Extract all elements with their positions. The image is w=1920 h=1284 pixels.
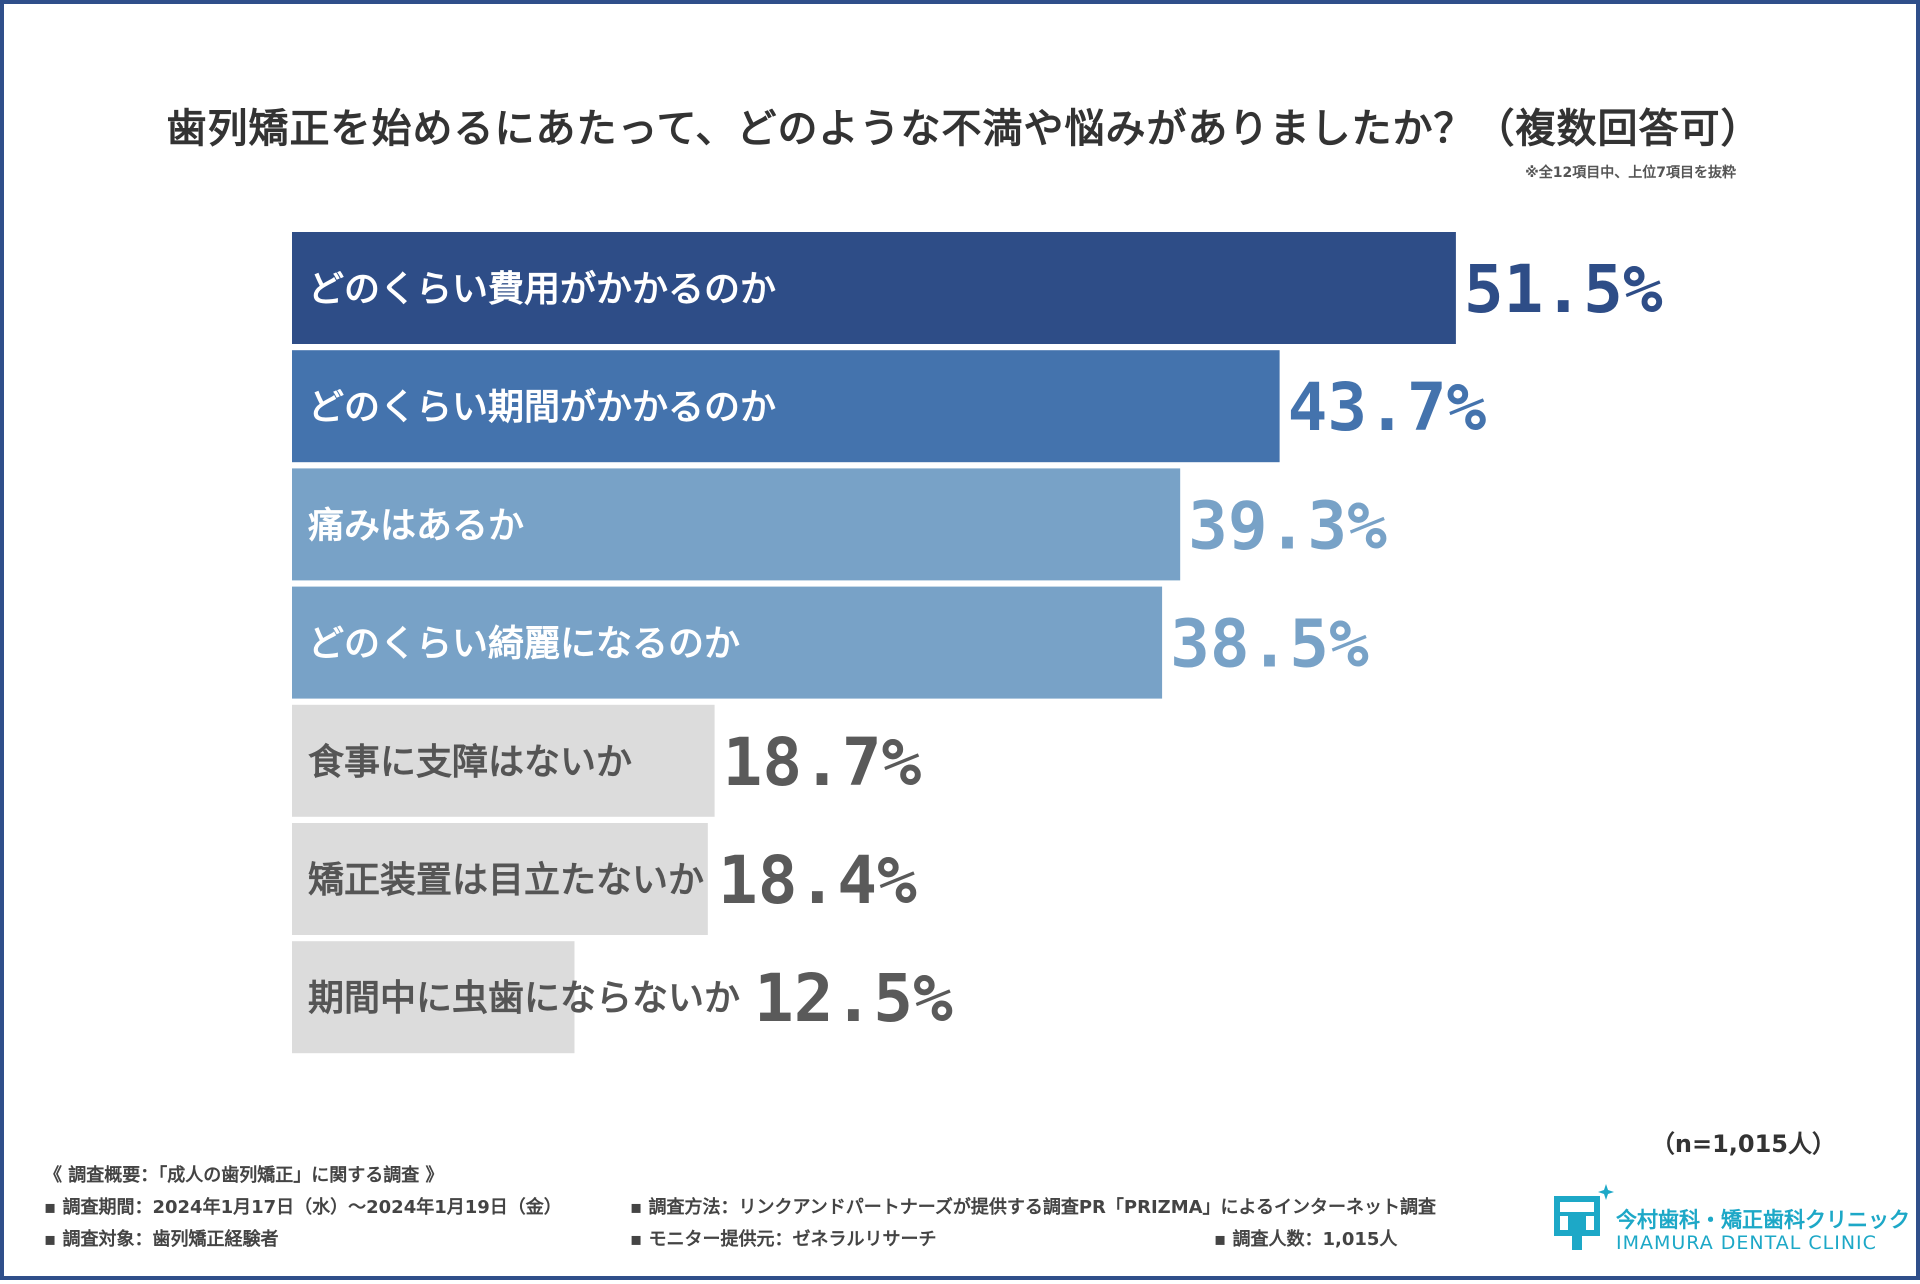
chart-note: ※全12項目中、上位7項目を抜粋 — [1525, 165, 1736, 181]
sample-size-label: （n=1,015人） — [1650, 1130, 1836, 1158]
bar-5 — [292, 704, 715, 817]
clinic-name-en: IMAMURA DENTAL CLINIC — [1616, 1232, 1877, 1254]
category-label-2: どのくらい期間がかかるのか — [308, 387, 776, 428]
value-label-5: 18.7% — [723, 724, 922, 801]
category-label-3: 痛みはあるか — [308, 505, 524, 546]
survey-heading: 《 調査概要：「成人の歯列矯正」に関する調査 》 — [44, 1165, 444, 1186]
survey-target: ▪ 調査対象：歯列矯正経験者 — [44, 1229, 279, 1250]
category-label-6: 矯正装置は目立たないか — [308, 860, 704, 901]
bar-4 — [292, 586, 1163, 699]
value-label-3: 39.3% — [1188, 487, 1387, 564]
bar-chart: どのくらい費用がかかるのか 51.5% どのくらい期間がかかるのか 43.7% 痛みはあ… — [292, 232, 1663, 1054]
tooth-logo-icon — [1554, 1184, 1614, 1250]
bar-7 — [292, 941, 575, 1054]
value-label-1: 51.5% — [1464, 251, 1663, 328]
value-label-7: 12.5% — [754, 960, 953, 1037]
value-label-4: 38.5% — [1170, 606, 1369, 683]
category-label-7: 期間中に虫歯にならないか — [308, 978, 740, 1019]
clinic-name: 今村歯科・矯正歯科クリニック — [1616, 1208, 1910, 1232]
chart-title: 歯列矯正を始めるにあたって、どのような不満や悩みがありましたか？（複数回答可） — [166, 106, 1762, 152]
bar-1 — [292, 232, 1456, 344]
category-label-1: どのくらい費用がかかるのか — [308, 269, 776, 310]
survey-monitor: ▪ モニター提供元：ゼネラルリサーチ — [630, 1229, 937, 1250]
bar-3 — [292, 468, 1181, 581]
category-label-5: 食事に支障はないか — [308, 742, 632, 783]
clinic-logo: 今村歯科・矯正歯科クリニック IMAMURA DENTAL CLINIC — [1552, 1174, 1910, 1264]
category-label-4: どのくらい綺麗になるのか — [308, 624, 740, 665]
survey-summary: 《 調査概要：「成人の歯列矯正」に関する調査 》 ▪ 調査期間：2024年1月1… — [44, 1161, 1524, 1271]
bar-6 — [292, 823, 708, 935]
survey-period: ▪ 調査期間：2024年1月17日（水）〜2024年1月19日（金） — [44, 1197, 562, 1218]
survey-method: ▪ 調査方法：リンクアンドパートナーズが提供する調査PR「PRIZMA」によるイ… — [630, 1197, 1436, 1218]
bar-2 — [292, 350, 1280, 463]
survey-count: ▪ 調査人数：1,015人 — [1214, 1229, 1398, 1250]
value-label-2: 43.7% — [1288, 369, 1487, 446]
value-label-6: 18.4% — [718, 842, 917, 919]
